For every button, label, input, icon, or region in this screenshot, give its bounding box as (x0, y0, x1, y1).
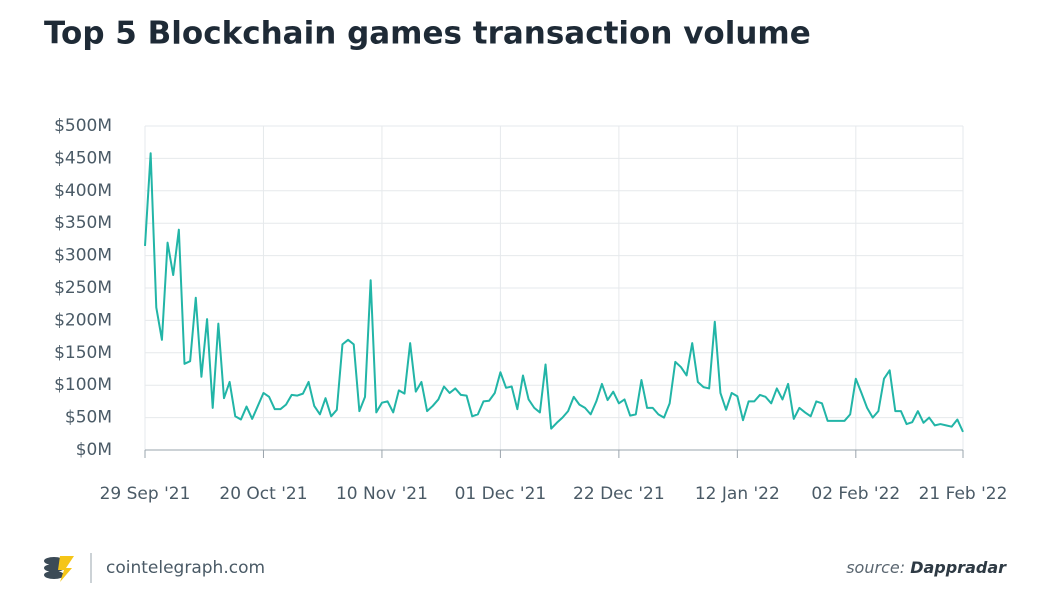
y-tick-label: $200M (54, 310, 112, 330)
y-tick-label: $150M (54, 343, 112, 363)
y-tick-label: $500M (54, 116, 112, 136)
y-tick-label: $50M (65, 408, 112, 428)
chart-title: Top 5 Blockchain games transaction volum… (44, 16, 811, 52)
footer-source: source: Dappradar (846, 558, 1007, 577)
x-tick-label: 01 Dec '21 (455, 484, 547, 504)
y-tick-label: $300M (54, 246, 112, 266)
source-name: Dappradar (910, 558, 1007, 577)
x-tick-label: 29 Sep '21 (100, 484, 191, 504)
y-tick-label: $250M (54, 278, 112, 298)
y-tick-label: $100M (54, 375, 112, 395)
x-tick-label: 12 Jan '22 (695, 484, 780, 504)
x-tick-label: 10 Nov '21 (336, 484, 428, 504)
x-tick-label: 22 Dec '21 (573, 484, 665, 504)
x-tick-label: 21 Feb '22 (919, 484, 1008, 504)
y-tick-label: $0M (76, 440, 112, 460)
source-label: source: (846, 558, 905, 577)
data-line (144, 152, 964, 433)
footer-site: cointelegraph.com (106, 558, 265, 578)
footer-logo (44, 556, 74, 582)
x-tick-label: 20 Oct '21 (219, 484, 307, 504)
y-tick-label: $350M (54, 213, 112, 233)
y-tick-label: $450M (54, 148, 112, 168)
x-tick-label: 02 Feb '22 (811, 484, 900, 504)
y-tick-label: $400M (54, 181, 112, 201)
